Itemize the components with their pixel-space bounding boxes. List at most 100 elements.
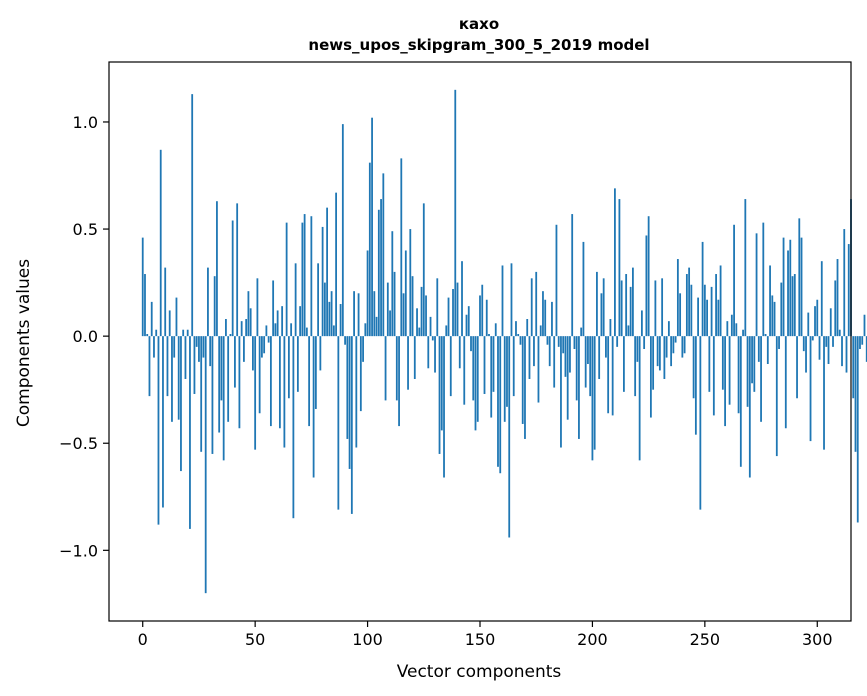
bar <box>168 310 171 337</box>
bar <box>359 336 362 412</box>
bar <box>699 336 702 510</box>
bar <box>476 336 479 422</box>
bar <box>692 336 695 399</box>
bar <box>413 336 416 379</box>
bar <box>861 336 864 345</box>
bar <box>760 336 762 422</box>
bar <box>328 301 331 337</box>
bar <box>144 274 146 337</box>
bar <box>501 265 504 337</box>
bar <box>690 284 693 337</box>
bar <box>544 299 547 337</box>
bar <box>712 336 715 416</box>
bar <box>386 282 389 337</box>
bar <box>737 336 740 414</box>
bar <box>418 327 421 337</box>
bar <box>665 336 668 358</box>
bar <box>726 321 729 337</box>
bar <box>402 293 405 337</box>
bar <box>422 203 425 337</box>
bar <box>346 336 349 439</box>
bar <box>485 299 488 337</box>
bar <box>733 224 735 337</box>
bar <box>263 336 266 354</box>
bar <box>278 336 281 429</box>
bar <box>562 336 565 354</box>
bar <box>735 323 738 337</box>
bar <box>323 282 326 337</box>
bar <box>775 336 778 457</box>
bar <box>551 301 553 337</box>
bar <box>404 250 407 337</box>
bar <box>832 336 834 347</box>
bar <box>256 278 259 337</box>
bar <box>647 216 650 337</box>
bar <box>337 336 340 510</box>
bar <box>681 336 684 358</box>
bar <box>243 336 245 362</box>
bar <box>524 336 526 439</box>
bar <box>569 336 571 373</box>
bar <box>461 261 463 337</box>
bar <box>683 336 686 354</box>
bar <box>292 336 295 519</box>
bar <box>254 336 257 450</box>
bar <box>209 336 212 367</box>
bar <box>488 334 490 337</box>
x-tick-label: 250 <box>690 630 721 649</box>
bar <box>220 336 223 401</box>
bar <box>715 274 717 337</box>
bar <box>827 336 830 364</box>
bar <box>755 233 758 337</box>
bar <box>697 297 699 337</box>
bar <box>332 325 335 337</box>
y-axis-label: Components values <box>14 259 34 427</box>
bar <box>162 336 164 508</box>
bar <box>616 336 619 347</box>
x-tick-label: 100 <box>352 630 383 649</box>
bar <box>330 291 333 337</box>
bar <box>600 293 603 337</box>
bar <box>611 336 614 416</box>
bar <box>578 336 580 439</box>
bar <box>207 267 209 337</box>
bar <box>582 241 585 337</box>
bar <box>771 295 774 337</box>
bar <box>654 280 657 337</box>
bar <box>742 329 744 337</box>
bar <box>391 231 394 337</box>
bar <box>371 117 373 337</box>
bar <box>701 241 704 337</box>
bar <box>357 293 360 337</box>
bar <box>229 334 232 337</box>
bar <box>236 203 239 337</box>
bar <box>314 336 317 409</box>
bar <box>182 329 185 337</box>
bar <box>425 295 427 337</box>
bar <box>703 284 706 337</box>
bar <box>339 304 342 337</box>
bar <box>805 336 807 373</box>
bar <box>587 336 589 364</box>
bar <box>166 336 169 397</box>
bar <box>636 336 639 362</box>
bar <box>614 188 616 337</box>
bar <box>710 286 713 337</box>
bar <box>546 336 549 345</box>
bar <box>344 336 346 345</box>
bar <box>276 310 279 337</box>
bar <box>542 291 544 337</box>
bar <box>350 336 353 514</box>
bar <box>303 214 306 337</box>
bar <box>470 336 472 352</box>
bar <box>519 336 522 345</box>
bar <box>591 336 594 461</box>
bar <box>643 336 646 349</box>
bar <box>818 336 821 360</box>
bar <box>865 336 867 362</box>
bar <box>269 336 272 427</box>
bar <box>625 274 628 337</box>
bar <box>706 299 708 337</box>
bar <box>458 336 461 369</box>
y-tick-label: 0.0 <box>73 327 98 346</box>
